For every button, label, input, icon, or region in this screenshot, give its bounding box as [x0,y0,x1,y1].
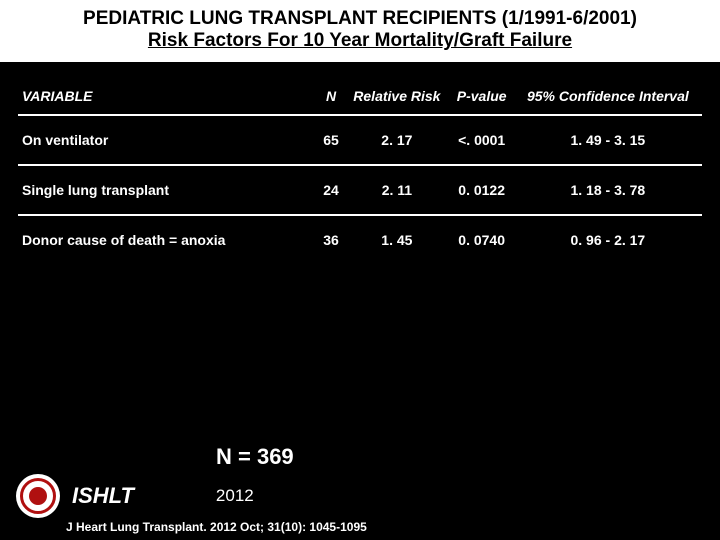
cell-pvalue: 0. 0122 [450,165,514,215]
col-n: N [318,82,344,115]
col-relative-risk: Relative Risk [344,82,450,115]
cell-variable: Donor cause of death = anoxia [18,215,318,264]
table-row: On ventilator 65 2. 17 <. 0001 1. 49 - 3… [18,115,702,165]
col-confidence-interval: 95% Confidence Interval [514,82,702,115]
cell-rr: 2. 11 [344,165,450,215]
cell-rr: 1. 45 [344,215,450,264]
cell-n: 24 [318,165,344,215]
col-variable: VARIABLE [18,82,318,115]
risk-factors-table: VARIABLE N Relative Risk P-value 95% Con… [18,82,702,264]
cell-n: 36 [318,215,344,264]
col-p-value: P-value [450,82,514,115]
cell-rr: 2. 17 [344,115,450,165]
cell-variable: Single lung transplant [18,165,318,215]
citation: J Heart Lung Transplant. 2012 Oct; 31(10… [66,520,720,534]
table-container: VARIABLE N Relative Risk P-value 95% Con… [0,62,720,264]
cell-pvalue: 0. 0740 [450,215,514,264]
org-name: ISHLT [72,483,134,509]
footer-row: ISHLT 2012 [16,474,720,518]
cell-ci: 1. 18 - 3. 78 [514,165,702,215]
cell-variable: On ventilator [18,115,318,165]
cell-pvalue: <. 0001 [450,115,514,165]
table-row: Single lung transplant 24 2. 11 0. 0122 … [18,165,702,215]
cell-n: 65 [318,115,344,165]
cell-ci: 1. 49 - 3. 15 [514,115,702,165]
year: 2012 [216,486,254,506]
table-header-row: VARIABLE N Relative Risk P-value 95% Con… [18,82,702,115]
title-line-1: PEDIATRIC LUNG TRANSPLANT RECIPIENTS (1/… [20,8,700,30]
cell-ci: 0. 96 - 2. 17 [514,215,702,264]
ishlt-logo-icon [16,474,60,518]
title-line-2: Risk Factors For 10 Year Mortality/Graft… [20,30,700,52]
n-total: N = 369 [216,444,720,470]
table-row: Donor cause of death = anoxia 36 1. 45 0… [18,215,702,264]
slide-footer: N = 369 ISHLT 2012 J Heart Lung Transpla… [0,444,720,540]
slide-header: PEDIATRIC LUNG TRANSPLANT RECIPIENTS (1/… [0,0,720,62]
